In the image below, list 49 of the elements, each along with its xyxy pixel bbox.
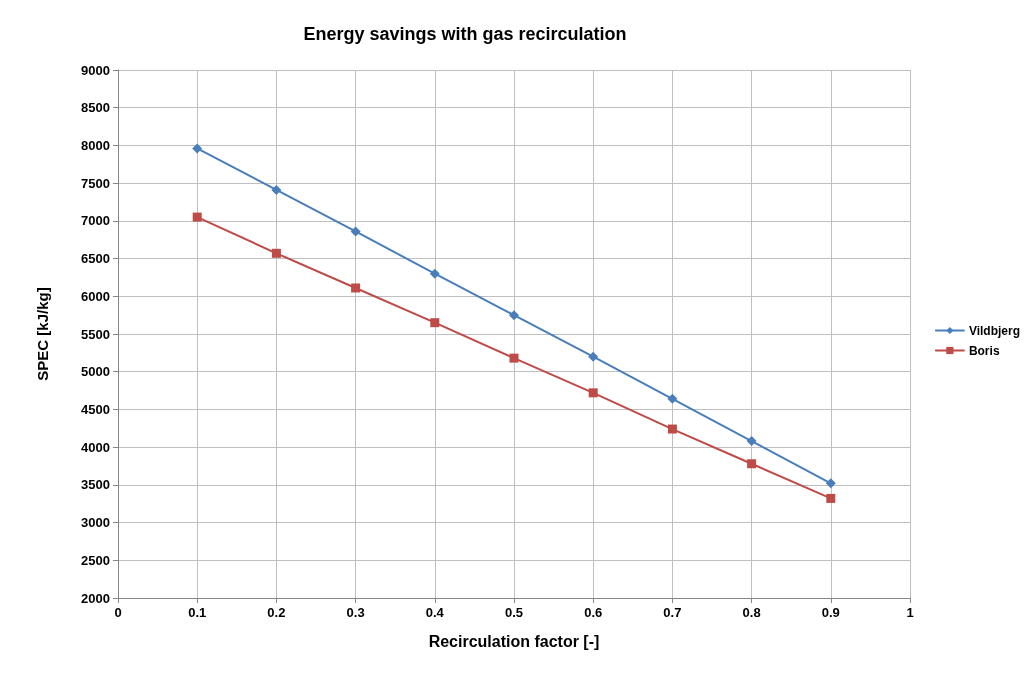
y-tick-label: 4000 xyxy=(81,439,110,455)
point xyxy=(509,310,519,321)
x-tick-label: 0.2 xyxy=(267,605,286,620)
point xyxy=(192,212,202,222)
y-tick-label: 7500 xyxy=(81,175,110,191)
point xyxy=(747,459,757,469)
y-tick-label: 2000 xyxy=(81,590,110,606)
point xyxy=(667,393,678,404)
y-tick-label: 3500 xyxy=(81,477,110,493)
point xyxy=(192,143,203,154)
y-tick-label: 5500 xyxy=(81,326,110,342)
legend-label: Vildbjerg xyxy=(968,323,1020,338)
point xyxy=(588,388,598,398)
point xyxy=(825,478,836,489)
x-tick-label: 0.6 xyxy=(584,605,603,620)
x-tick-label: 0.3 xyxy=(346,605,365,620)
y-tick-label: 9000 xyxy=(81,62,110,78)
y-tick-label: 3000 xyxy=(81,515,110,531)
point xyxy=(429,268,440,279)
x-tick-label: 0 xyxy=(114,605,122,620)
y-tick-label: 7000 xyxy=(81,213,110,229)
point xyxy=(509,353,519,363)
point xyxy=(271,248,281,258)
point xyxy=(430,318,440,328)
y-tick-label: 6000 xyxy=(81,288,110,304)
x-tick-label: 0.8 xyxy=(742,605,761,620)
x-tick-label: 0.7 xyxy=(663,605,682,620)
point xyxy=(351,283,361,293)
x-tick-label: 0.5 xyxy=(504,605,524,620)
point xyxy=(588,351,599,362)
x-tick-label: 0.1 xyxy=(188,605,207,620)
chart-title: Energy savings with gas recirculation xyxy=(303,24,627,44)
x-tick-label: 0.4 xyxy=(425,605,445,620)
point xyxy=(667,424,677,434)
point xyxy=(826,493,836,503)
y-tick-label: 4500 xyxy=(81,401,110,417)
x-tick-label: 0.9 xyxy=(821,605,840,620)
point xyxy=(350,226,361,237)
point xyxy=(746,436,757,447)
x-tick-label: 1 xyxy=(906,605,914,620)
y-tick-label: 2500 xyxy=(81,552,110,568)
y-tick-label: 5000 xyxy=(81,364,110,380)
y-tick-label: 8000 xyxy=(81,137,110,153)
x-axis-title: Recirculation factor [-] xyxy=(428,632,600,650)
y-axis-title: SPEC [kJ/kg] xyxy=(34,287,51,381)
y-tick-label: 8500 xyxy=(81,100,110,116)
legend-label: Boris xyxy=(968,343,1000,358)
point xyxy=(271,184,282,195)
y-tick-label: 6500 xyxy=(81,251,110,267)
